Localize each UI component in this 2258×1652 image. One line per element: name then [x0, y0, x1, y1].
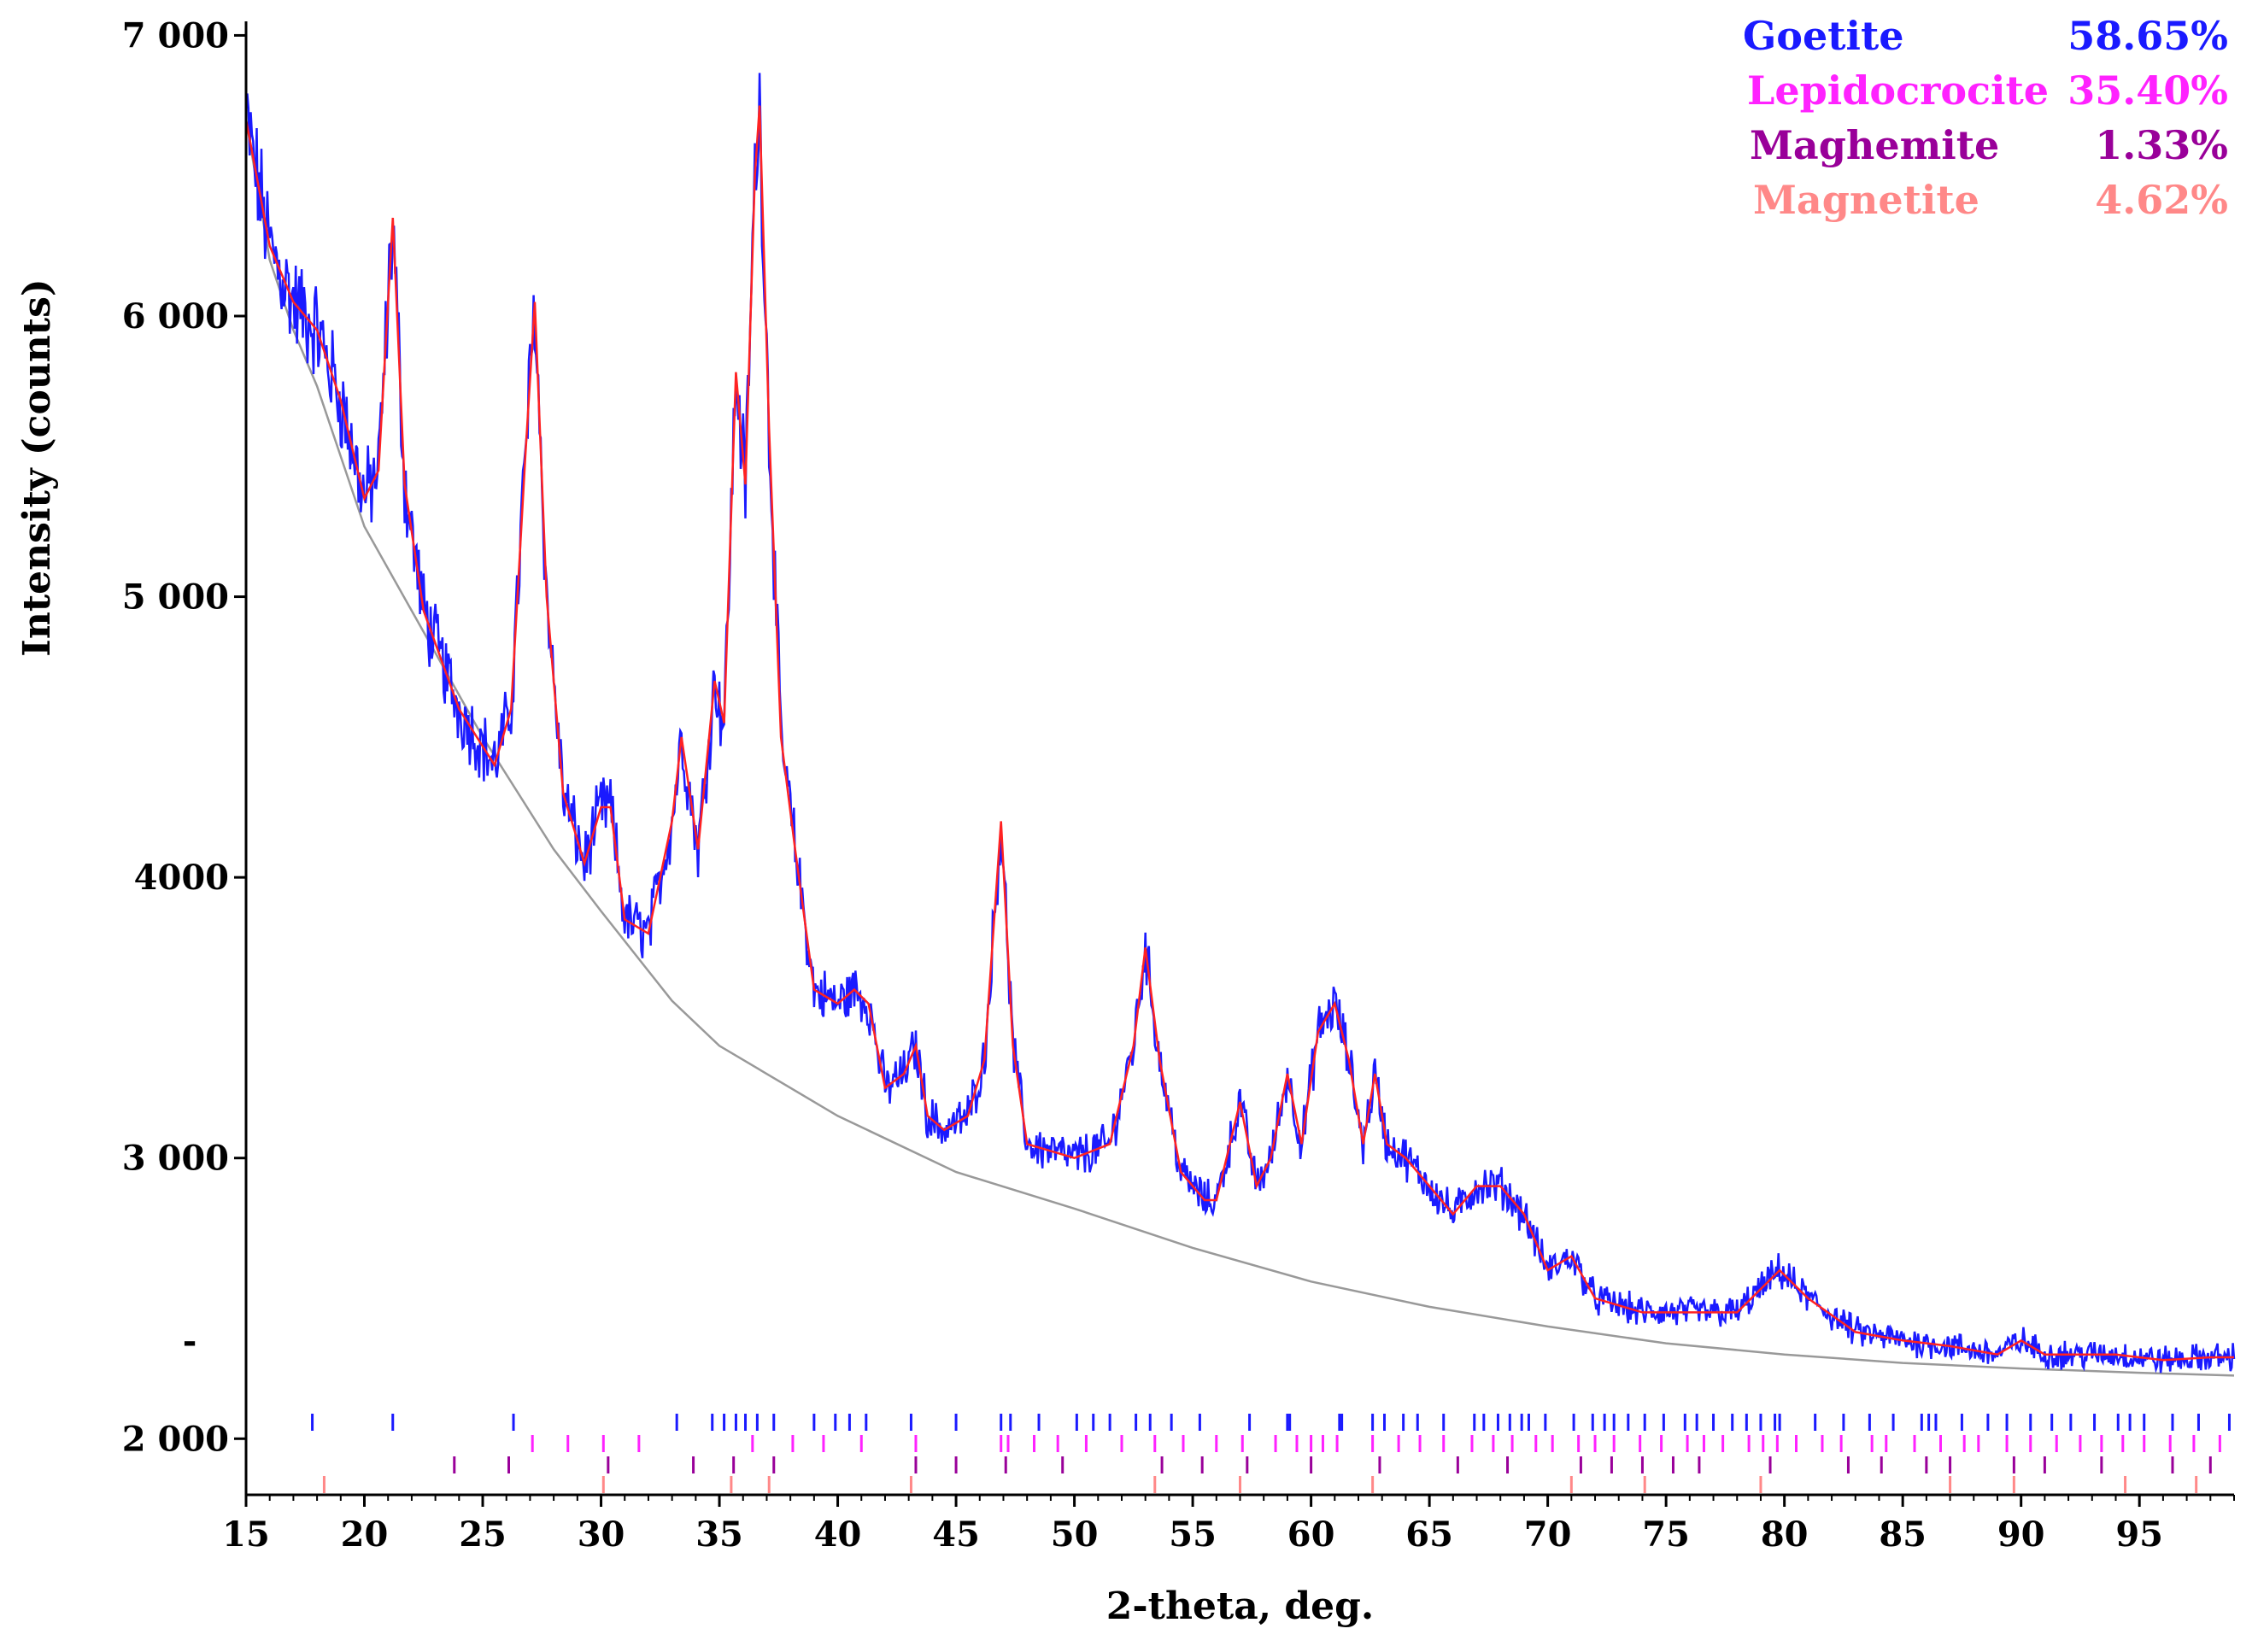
x-tick-label: 50: [1051, 1514, 1099, 1555]
y-tick-label: 3 000: [122, 1139, 229, 1179]
x-tick-label: 90: [1997, 1514, 2045, 1555]
legend-phase-percent: 1.33%: [2095, 122, 2228, 168]
x-ticks: 15 20 25 30 35 40 45 50 55 60 65 70 75 80 85 90 95: [222, 1495, 2235, 1555]
x-tick-label: 40: [814, 1514, 862, 1555]
legend-entry-lepidocrocite: Lepidocrocite 35.40%: [1747, 67, 2228, 114]
x-tick-label: 60: [1287, 1514, 1335, 1555]
y-tick-label: 4000: [134, 858, 229, 898]
x-tick-label: 25: [459, 1514, 507, 1555]
legend: Goetite 58.65% Lepidocrocite 35.40% Maghemit…: [1743, 13, 2228, 223]
background-curve: [244, 119, 2235, 1377]
legend-phase-name: Magnetite: [1753, 177, 1979, 223]
background-curve-layer: [244, 119, 2235, 1377]
legend-entry-magnetite: Magnetite 4.62%: [1753, 177, 2228, 223]
x-tick-label: 65: [1405, 1514, 1453, 1555]
calculated-fit-layer: [244, 105, 2234, 1362]
reflection-row-goetite: [311, 1414, 2231, 1431]
x-tick-label: 15: [222, 1514, 270, 1555]
x-tick-label: 80: [1761, 1514, 1809, 1555]
x-tick-label: 35: [695, 1514, 743, 1555]
calculated-fit-line: [244, 105, 2234, 1362]
x-tick-label: 70: [1524, 1514, 1572, 1555]
x-tick-label: 45: [932, 1514, 980, 1555]
axes: [244, 21, 2234, 1497]
x-tick-label: 85: [1879, 1514, 1927, 1555]
legend-phase-name: Goetite: [1743, 13, 1903, 59]
reflection-ticks-layer: [311, 1414, 2231, 1493]
reflection-row-lepidocrocite: [531, 1435, 2221, 1452]
legend-phase-percent: 58.65%: [2067, 13, 2228, 59]
y-tick-label: 6 000: [122, 296, 229, 337]
reflection-row-maghemite: [453, 1456, 2212, 1473]
y-tick-label: 7 000: [122, 15, 229, 56]
observed-pattern-layer: [244, 73, 2236, 1374]
x-tick-label: 30: [578, 1514, 625, 1555]
y-tick-label: -: [183, 1321, 197, 1361]
legend-phase-name: Lepidocrocite: [1747, 67, 2049, 114]
legend-entry-goetite: Goetite 58.65%: [1743, 13, 2228, 59]
legend-phase-name: Maghemite: [1750, 122, 1999, 168]
y-axis-title: Intensity (counts): [15, 278, 59, 656]
legend-phase-percent: 4.62%: [2095, 177, 2228, 223]
legend-phase-percent: 35.40%: [2067, 67, 2228, 114]
legend-entry-maghemite: Maghemite 1.33%: [1750, 122, 2228, 168]
x-tick-label: 20: [341, 1514, 389, 1555]
y-ticks: 2 000 - 3 000 4000 5 000 6 000 7 000: [122, 15, 246, 1459]
y-tick-label: 2 000: [122, 1419, 229, 1459]
x-axis-title: 2-theta, deg.: [1106, 1585, 1375, 1628]
x-tick-label: 95: [2115, 1514, 2163, 1555]
reflection-row-magnetite: [322, 1476, 2198, 1493]
y-tick-label: 5 000: [122, 577, 229, 618]
x-tick-label: 75: [1642, 1514, 1690, 1555]
observed-pattern-line: [244, 73, 2236, 1374]
x-tick-label: 55: [1169, 1514, 1217, 1555]
